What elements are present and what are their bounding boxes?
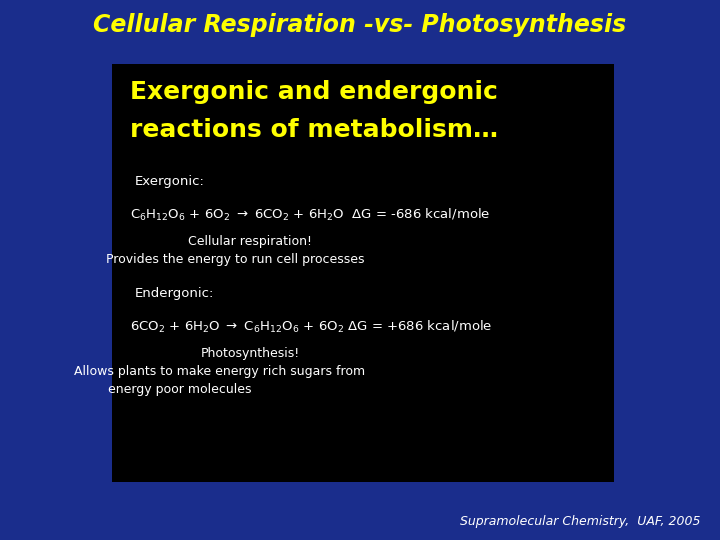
Text: energy poor molecules: energy poor molecules	[108, 383, 252, 396]
Text: 6CO$_2$ + 6H$_2$O $\rightarrow$ C$_6$H$_{12}$O$_6$ + 6O$_2$ $\Delta$G = +686 kca: 6CO$_2$ + 6H$_2$O $\rightarrow$ C$_6$H$_…	[130, 319, 492, 335]
Text: Provides the energy to run cell processes: Provides the energy to run cell processe…	[106, 253, 364, 266]
Text: Endergonic:: Endergonic:	[135, 287, 215, 300]
Text: C$_6$H$_{12}$O$_6$ + 6O$_2$ $\rightarrow$ 6CO$_2$ + 6H$_2$O  $\Delta$G = -686 kc: C$_6$H$_{12}$O$_6$ + 6O$_2$ $\rightarrow…	[130, 207, 490, 223]
Text: Exergonic and endergonic: Exergonic and endergonic	[130, 80, 498, 104]
Text: Cellular Respiration -vs- Photosynthesis: Cellular Respiration -vs- Photosynthesis	[94, 13, 626, 37]
Text: Exergonic:: Exergonic:	[135, 175, 205, 188]
Text: Photosynthesis!: Photosynthesis!	[200, 347, 300, 360]
Text: reactions of metabolism…: reactions of metabolism…	[130, 118, 498, 142]
Text: Supramolecular Chemistry,  UAF, 2005: Supramolecular Chemistry, UAF, 2005	[459, 515, 700, 528]
Text: Allows plants to make energy rich sugars from: Allows plants to make energy rich sugars…	[74, 365, 366, 378]
Text: Cellular respiration!: Cellular respiration!	[188, 235, 312, 248]
FancyBboxPatch shape	[112, 64, 614, 482]
